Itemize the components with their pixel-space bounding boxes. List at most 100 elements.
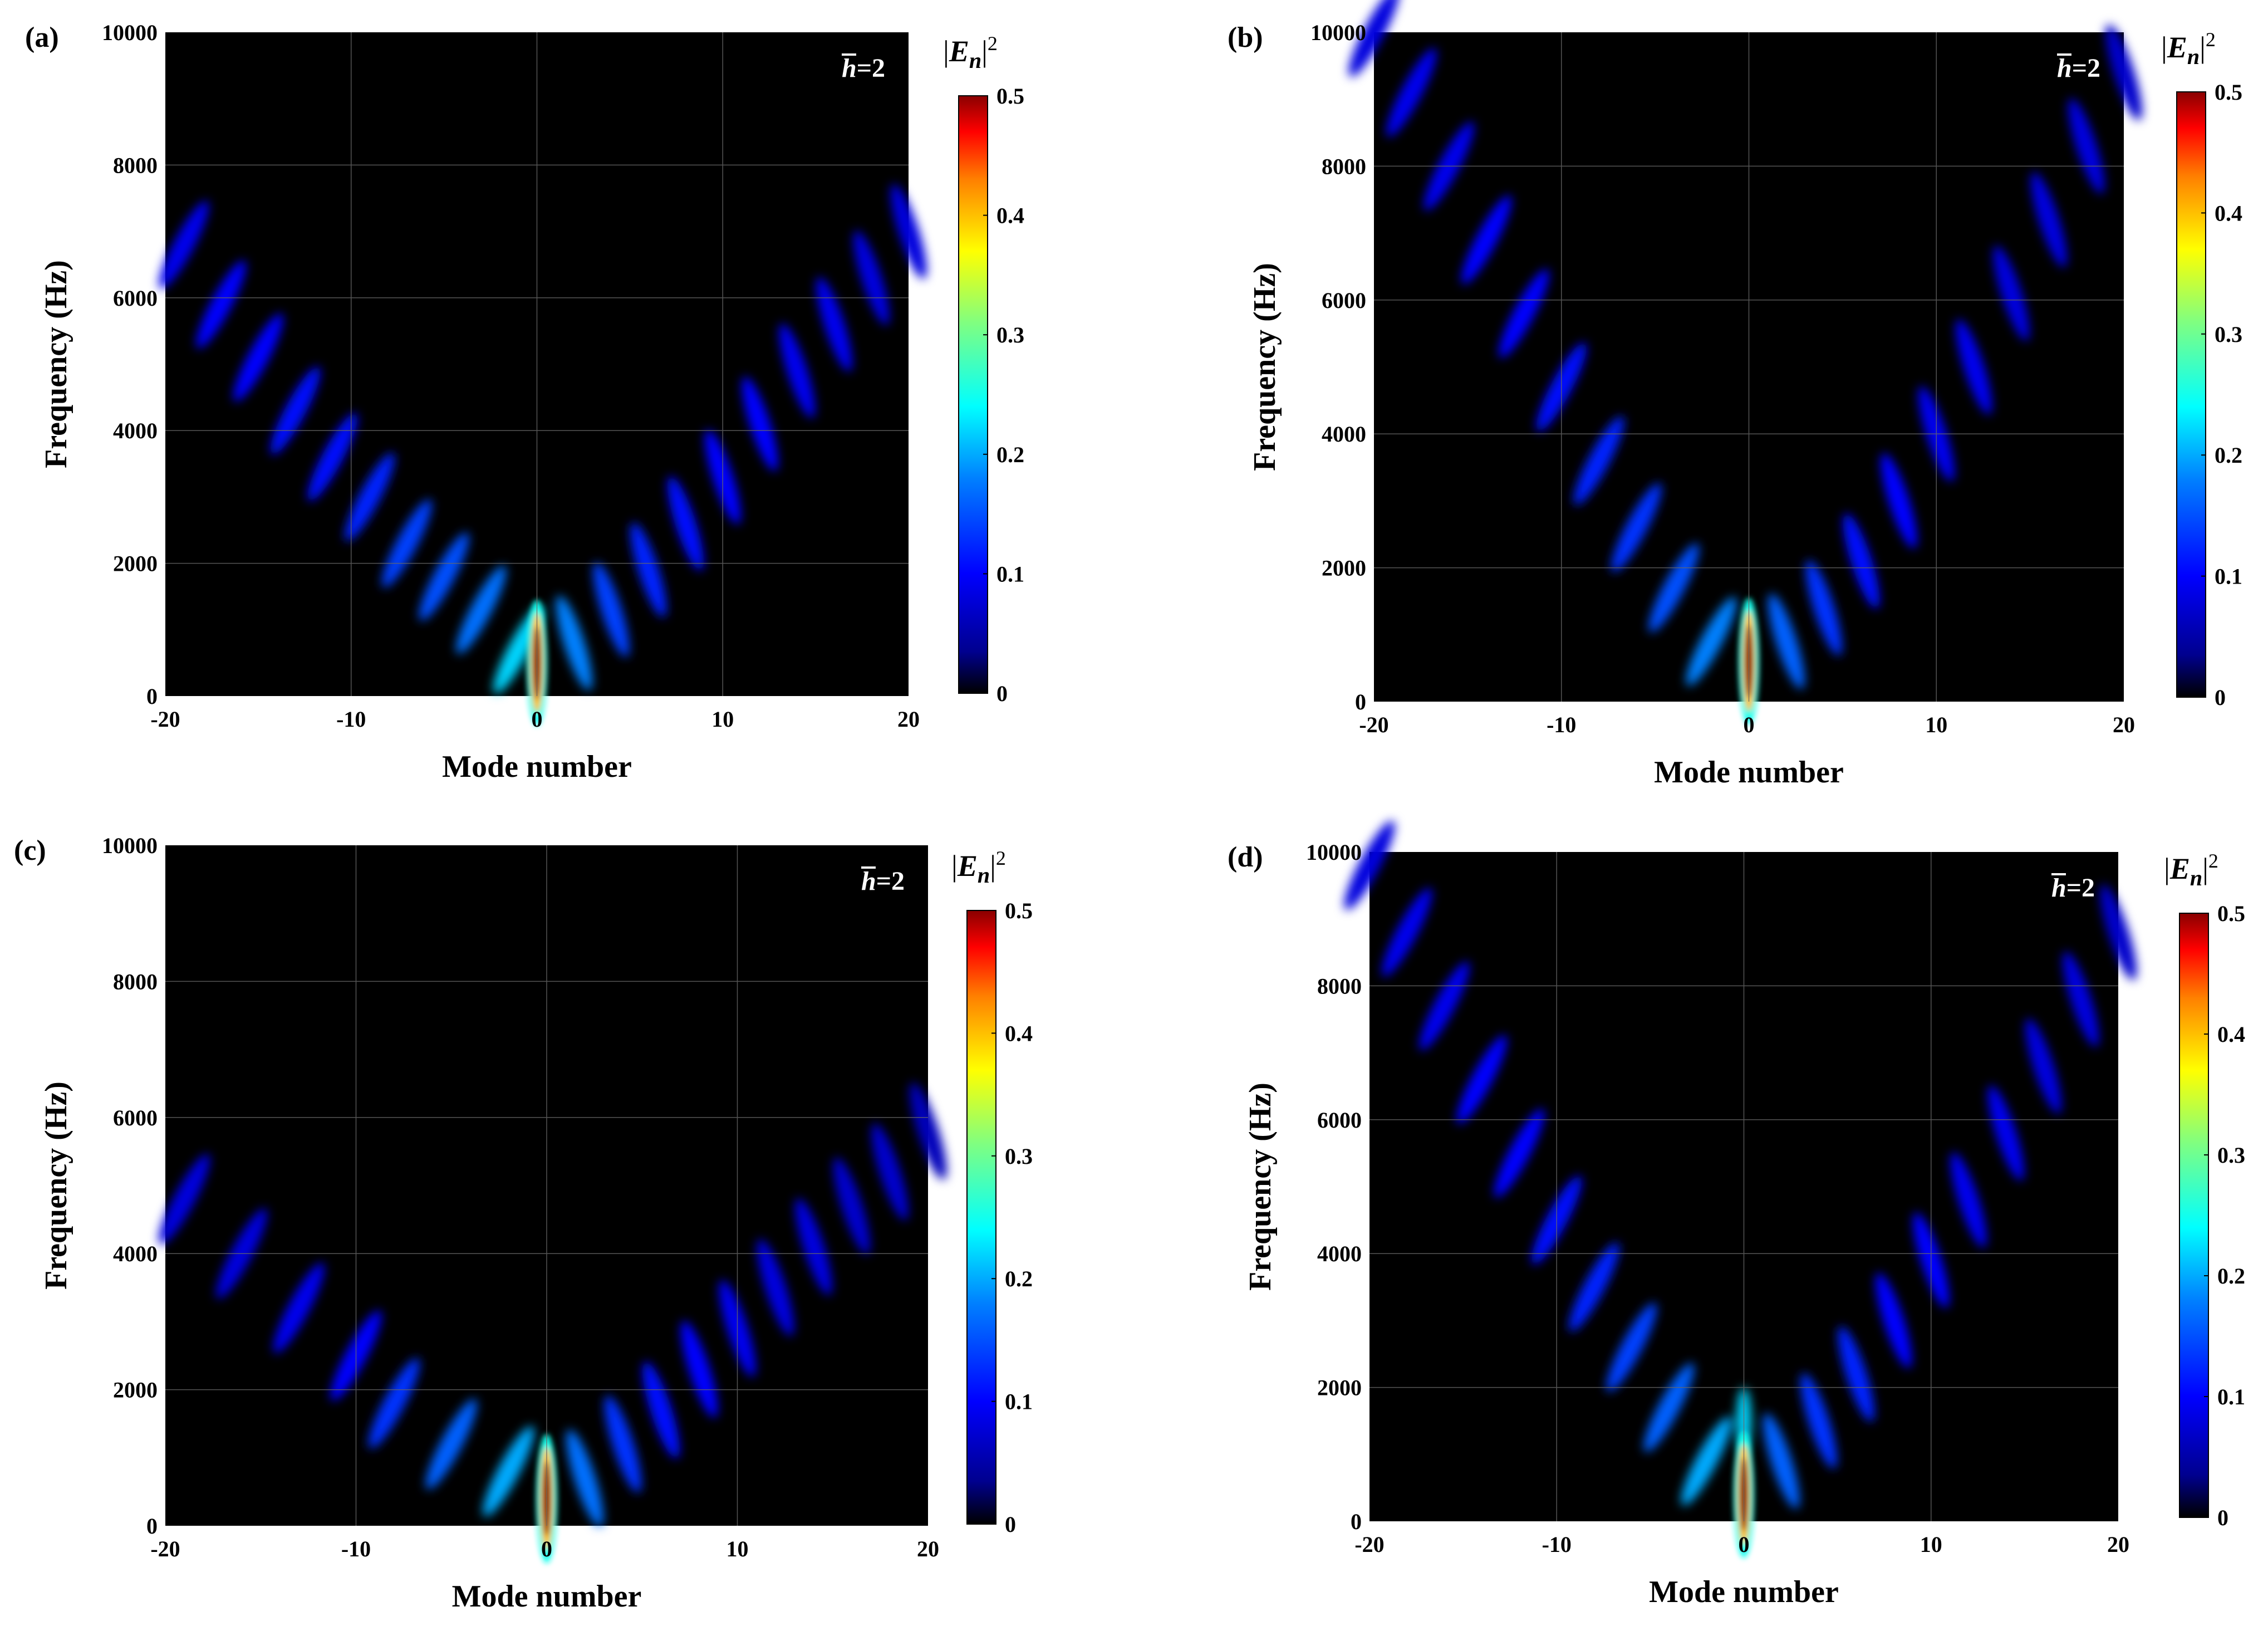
x-tick-label: 0 (532, 707, 543, 732)
x-tick-label: 0 (541, 1536, 552, 1561)
y-tick-label: 8000 (1322, 154, 1366, 179)
x-axis-label: Mode number (442, 750, 632, 784)
grid (1369, 852, 2118, 1521)
y-tick-label: 8000 (113, 969, 158, 994)
heatmap-cell (909, 1082, 947, 1180)
colorbar (966, 910, 996, 1525)
y-tick-label: 0 (146, 1514, 158, 1539)
colorbar-title-part: | (990, 849, 996, 883)
y-tick-label: 10000 (1306, 840, 1362, 865)
panel-0: (a)-20 -10 0 10 200200040006000800010000Mode… (25, 20, 1024, 784)
heatmap-cell (1681, 1416, 1732, 1506)
heatmap-cell (833, 1157, 871, 1255)
x-tick-label: -20 (150, 707, 180, 732)
y-tick-label: 10000 (102, 20, 158, 45)
y-tick-label: 0 (146, 684, 158, 709)
heatmap-cell (794, 1198, 833, 1296)
x-axis-label: Mode number (452, 1579, 642, 1614)
heatmap-cell (593, 562, 630, 658)
heatmap-cell (1875, 1272, 1912, 1369)
colorbar-title-part: | (2202, 852, 2208, 885)
colorbar-title-part: n (2187, 44, 2200, 69)
heatmap-cell (1569, 1242, 1619, 1332)
x-tick-label: 10 (1920, 1532, 1942, 1557)
colorbar-tick-label: 0.1 (1005, 1389, 1033, 1414)
y-tick-label: 8000 (1317, 973, 1362, 998)
colorbar-tick-label: 0.3 (2217, 1143, 2245, 1168)
y-axis-label: Frequency (Hz) (39, 1081, 73, 1290)
heatmap-cell (1381, 888, 1432, 977)
y-tick-label: 0 (1351, 1509, 1362, 1534)
colorbar-tick-label: 0.2 (2217, 1263, 2245, 1289)
heatmap-cell (419, 532, 469, 621)
heatmap-cell (1843, 513, 1880, 609)
heatmap-cell (1461, 195, 1512, 285)
x-axis-label: Mode number (1654, 755, 1844, 790)
heatmap-cell (1419, 961, 1470, 1051)
y-tick-label: 0 (1355, 689, 1366, 714)
colorbar-tick-label: 0.4 (2217, 1022, 2245, 1047)
colorbar-title-part: n (2190, 865, 2202, 890)
heatmap-cell (307, 413, 358, 502)
heatmap-cell (816, 277, 853, 372)
grid (1374, 32, 2124, 702)
x-tick-label: -10 (1542, 1532, 1572, 1557)
y-tick-label: 6000 (1317, 1108, 1362, 1133)
panel-label: (b) (1228, 22, 1263, 53)
annotation: h=2 (842, 53, 885, 83)
annotation-var: h (2051, 873, 2066, 903)
y-axis-label: Frequency (Hz) (1243, 1083, 1278, 1291)
colorbar-title-part: 2 (2206, 28, 2216, 51)
panel-1: (b)-20 -10 0 10 200200040006000800010000Mode… (1228, 0, 2242, 790)
heatmap-cell (853, 230, 890, 326)
heatmap-cell (630, 522, 667, 618)
y-tick-label: 2000 (1317, 1375, 1362, 1400)
heatmap-cell (779, 323, 816, 419)
x-tick-label: 0 (1739, 1532, 1750, 1557)
grid (165, 32, 909, 696)
heatmap-cell (1643, 1363, 1695, 1452)
panel-label: (a) (25, 22, 59, 53)
x-tick-label: 20 (917, 1536, 939, 1561)
heatmap-cell (680, 1320, 718, 1418)
heatmap-cell (2025, 1018, 2062, 1114)
x-tick-label: -20 (150, 1536, 180, 1561)
colorbar-tick-label: 0.2 (1005, 1266, 1033, 1291)
heatmap-cell (1880, 453, 1917, 549)
heatmap-cell (1768, 593, 1805, 689)
colorbar-title-part: | (2164, 852, 2170, 885)
heatmap-cell (196, 260, 247, 349)
heatmap-cell (2062, 951, 2099, 1047)
heatmap-cell (556, 595, 592, 690)
y-axis-label: Frequency (Hz) (39, 260, 73, 468)
colorbar-tick-label: 0.5 (996, 84, 1024, 109)
heatmap-cell (1456, 1035, 1508, 1124)
heatmap-cell (1800, 1373, 1837, 1469)
y-tick-label: 4000 (113, 418, 158, 443)
x-tick-label: -10 (1547, 712, 1576, 737)
colorbar-tick-label: 0.1 (2217, 1384, 2245, 1409)
heatmap-cell (270, 366, 321, 455)
heatmap-cell (604, 1395, 642, 1493)
panel-2: (c)-20 -10 0 10 200200040006000800010000Mode… (14, 833, 1033, 1614)
colorbar-title-part: 2 (2208, 850, 2218, 872)
heatmap-cell (1955, 319, 1992, 415)
heatmap-cell (1611, 483, 1662, 572)
annotation: h=2 (861, 866, 905, 896)
y-tick-label: 10000 (102, 833, 158, 858)
panel-3: (d)-20 -10 0 10 200200040006000800010000Mode… (1228, 820, 2245, 1609)
colorbar-title: |En|2 (951, 847, 1006, 888)
x-axis-label: Mode number (1649, 1575, 1839, 1609)
colorbar-title-part: | (943, 35, 949, 68)
colorbar-tick-label: 0 (2215, 685, 2226, 710)
heatmap-cell (1987, 1085, 2025, 1181)
y-axis-label: Frequency (Hz) (1248, 263, 1282, 471)
y-tick-label: 10000 (1310, 20, 1366, 45)
colorbar-title-part: | (2161, 31, 2167, 64)
x-tick-label: -20 (1354, 1532, 1384, 1557)
heatmap-cell (757, 1238, 794, 1336)
colorbar-title-part: | (981, 35, 988, 68)
colorbar-title-part: | (2200, 31, 2206, 64)
colorbar-title: |En|2 (2161, 28, 2216, 69)
